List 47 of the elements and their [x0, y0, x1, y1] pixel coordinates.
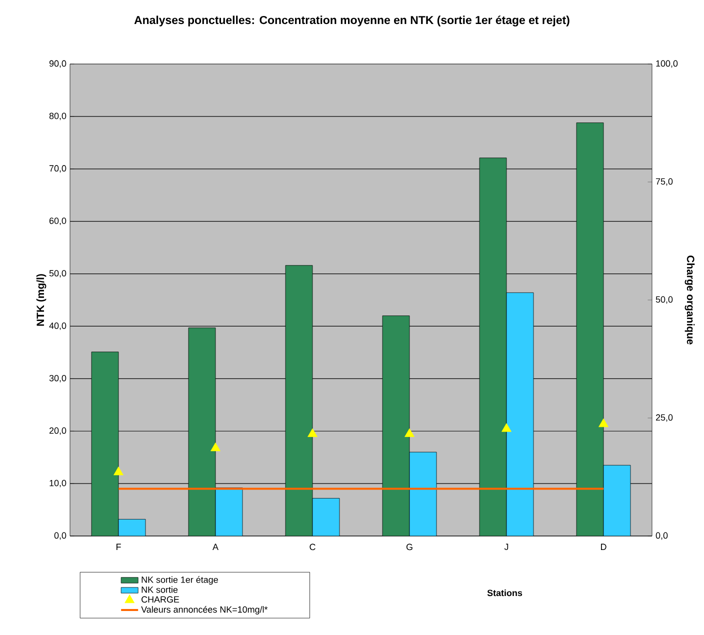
- legend-label: CHARGE: [142, 596, 180, 603]
- x-tick-label: J: [504, 544, 508, 550]
- bar: [576, 122, 604, 536]
- x-tick-label: G: [406, 544, 412, 550]
- y-tick-label: 40,0: [49, 322, 66, 330]
- point: [210, 442, 220, 452]
- x-axis-title: Stations: [487, 590, 522, 596]
- point: [598, 418, 608, 428]
- y-tick-label: 90,0: [49, 60, 66, 68]
- x-tick-label: C: [310, 544, 316, 550]
- y2-tick-label: 25,0: [656, 414, 673, 422]
- x-tick-label: D: [601, 544, 606, 550]
- y-tick-label: 80,0: [49, 112, 66, 120]
- bar: [91, 352, 119, 536]
- bar: [285, 265, 313, 536]
- bar: [382, 316, 410, 536]
- legend-label: NK sortie 1er étage: [142, 576, 218, 585]
- y-tick-label: 70,0: [49, 165, 66, 173]
- y-tick-label: 10,0: [50, 480, 66, 488]
- bar: [118, 519, 146, 536]
- point: [114, 466, 124, 476]
- y2-tick-label: 75,0: [656, 178, 673, 186]
- y-tick-label: 60,0: [49, 218, 66, 226]
- y-tick-label: 30,0: [49, 374, 66, 382]
- y-axis-title: NTK (mg/l): [36, 274, 46, 326]
- y2-axis-title: Charge organique: [684, 256, 695, 344]
- bar: [409, 452, 437, 536]
- y2-tick-label: 50,0: [656, 296, 673, 304]
- bar: [312, 498, 340, 536]
- bar: [603, 465, 631, 536]
- bar: [479, 158, 507, 536]
- point: [404, 428, 414, 437]
- y2-tick-label: 0,0: [656, 532, 668, 540]
- x-tick-label: F: [116, 544, 121, 550]
- chart-title: Analyses ponctuelles: Concentration moyenne en NTK (sortie 1er étage et rejet): [134, 16, 570, 26]
- y-tick-label: 0,0: [54, 532, 66, 540]
- bar: [188, 328, 216, 536]
- point: [308, 428, 318, 437]
- legend-label: Valeurs annoncées NK=10mg/l*: [141, 606, 268, 614]
- bar: [215, 488, 243, 536]
- legend-label: NK sortie: [142, 586, 178, 593]
- y-tick-label: 20,0: [49, 427, 66, 435]
- x-tick-label: A: [212, 544, 218, 550]
- y-tick-label: 50,0: [49, 270, 66, 278]
- point: [502, 423, 512, 432]
- bar: [506, 292, 534, 536]
- y2-tick-label: 100,0: [656, 60, 678, 68]
